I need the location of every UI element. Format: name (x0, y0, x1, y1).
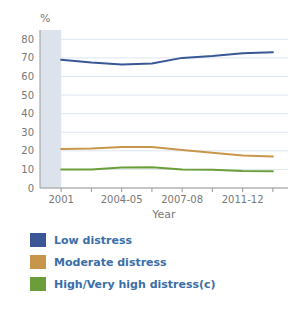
y-tick-label: 20 (21, 145, 34, 156)
grid-line (40, 150, 288, 151)
x-tick (242, 188, 243, 192)
legend-label: Moderate distress (54, 256, 167, 269)
legend-swatch (30, 277, 46, 291)
y-tick-label: 30 (21, 127, 34, 138)
grid-line (40, 132, 288, 133)
grid-line (40, 188, 288, 189)
legend-swatch (30, 233, 46, 247)
x-tick (61, 188, 62, 192)
y-tick-label: 40 (21, 108, 34, 119)
grid-line (40, 39, 288, 40)
y-axis (40, 30, 41, 188)
chart: 0 10 20 30 40 50 60 70 80 2001 2004-05 2007-08 2011-… (0, 0, 300, 309)
legend-swatch (30, 255, 46, 269)
y-tick-label: 60 (21, 71, 34, 82)
x-tick (182, 188, 183, 192)
shaded-band (40, 30, 61, 188)
legend-label: High/Very high distress(c) (54, 278, 216, 291)
y-tick-label: 50 (21, 90, 34, 101)
y-tick-label: 80 (21, 34, 34, 45)
y-tick-label: 70 (21, 52, 34, 63)
grid-line (40, 76, 288, 77)
y-axis-label: % (40, 12, 50, 25)
grid-line (40, 113, 288, 114)
legend-label: Low distress (54, 234, 132, 247)
series-line (61, 167, 273, 171)
x-tick-label: 2007-08 (161, 194, 203, 205)
x-axis (40, 188, 288, 189)
plot-area (61, 52, 273, 171)
x-tick (272, 188, 273, 192)
grid-line (40, 95, 288, 96)
x-tick-label: 2004-05 (101, 194, 143, 205)
x-tick (151, 188, 152, 192)
x-tick-label: 2011-12 (222, 194, 264, 205)
y-tick-label: 0 (28, 183, 34, 194)
x-tick-label: 2001 (48, 194, 73, 205)
x-tick (91, 188, 92, 192)
series-line (61, 147, 273, 156)
legend: Low distress Moderate distress High/Very h… (30, 233, 216, 291)
series-line (61, 52, 273, 64)
x-tick (121, 188, 122, 192)
x-axis-label: Year (151, 208, 176, 221)
grid-line (40, 57, 288, 58)
y-tick-label: 10 (21, 164, 34, 175)
x-tick (212, 188, 213, 192)
